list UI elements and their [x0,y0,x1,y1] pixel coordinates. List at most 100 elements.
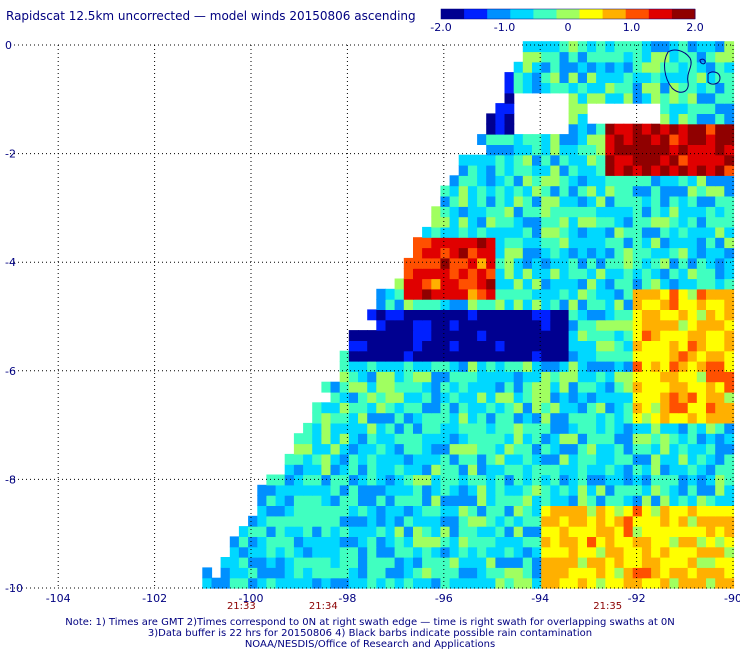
heatmap-cell [696,505,707,517]
heatmap-cell [513,319,524,331]
heatmap-cell [669,154,680,166]
heatmap-cell [568,402,579,414]
heatmap-cell [403,495,414,506]
heatmap-cell [477,340,487,352]
heatmap-cell [724,422,735,434]
heatmap-cell [651,92,661,104]
heatmap-cell [568,82,579,94]
heatmap-cell [559,216,570,228]
heatmap-cell [715,51,725,63]
heatmap-cell [605,185,616,197]
heatmap-cell [651,309,661,321]
heatmap-cell [257,505,268,517]
heatmap-cell [495,443,506,455]
heatmap-cell [467,226,478,238]
heatmap-cell [440,216,451,228]
heatmap-cell [541,412,551,424]
heatmap-cell [568,412,579,424]
heatmap-cell [605,154,616,166]
x-tick-label: -92 [628,592,646,605]
heatmap-cell [440,546,451,558]
heatmap-cell [577,474,588,486]
heatmap-cell [541,51,551,63]
heatmap-cell [568,299,579,310]
heatmap-cell [513,526,524,537]
heatmap-cell [440,453,451,465]
colorbar-tick-label: 1.0 [623,21,641,34]
heatmap-cell [348,515,359,527]
heatmap-cell [660,113,670,125]
heatmap-cell [614,526,625,537]
heatmap-cell [394,288,405,300]
heatmap-cell [403,392,414,403]
heatmap-cell [413,577,423,589]
heatmap-cell [541,402,551,414]
island-outline [664,49,692,93]
heatmap-cell [605,453,616,465]
heatmap-cell [660,443,670,455]
heatmap-cell [623,546,634,558]
heatmap-cell [559,402,570,414]
heatmap-cell [532,340,542,352]
heatmap-cell [376,299,387,310]
heatmap-cell [577,72,588,83]
heatmap-cell [596,464,606,476]
heatmap-cell [614,340,625,352]
heatmap-cell [651,72,661,83]
heatmap-cell [550,433,561,445]
heatmap-cell [321,577,332,589]
heatmap-cell [605,546,616,558]
heatmap-cell [394,515,405,527]
heatmap-cell [495,350,506,362]
heatmap-cell [477,154,487,166]
heatmap-cell [413,361,423,372]
heatmap-cell [413,526,423,537]
heatmap-cell [696,350,707,362]
heatmap-cell [376,505,387,517]
heatmap-cell [605,392,616,403]
heatmap-cell [422,557,432,568]
heatmap-cell [724,381,735,393]
heatmap-cell [495,103,506,114]
heatmap-cell [532,505,542,517]
heatmap-cell [724,247,735,259]
heatmap-cell [330,443,341,455]
colorbar-segment [510,9,534,19]
heatmap-cell [394,526,405,537]
heatmap-cell [413,453,423,465]
heatmap-cell [687,206,698,218]
heatmap-cell [596,257,606,269]
heatmap-cell [623,51,634,63]
heatmap-cell [715,175,725,187]
heatmap-cell [550,288,561,300]
heatmap-cell [550,226,561,238]
heatmap-cell [669,567,680,579]
heatmap-cell [532,196,542,207]
heatmap-cell [495,196,506,207]
heatmap-cell [458,330,469,341]
heatmap-cell [568,278,579,290]
heatmap-cell [641,226,652,238]
heatmap-cell [467,422,478,434]
heatmap-cell [522,175,533,187]
heatmap-cell [248,526,258,537]
heatmap-cell [641,495,652,506]
heatmap-cell [513,412,524,424]
heatmap-cell [587,484,597,496]
heatmap-cell [495,165,506,176]
heatmap-cell [284,505,295,517]
heatmap-cell [486,505,496,517]
heatmap-cell [623,226,634,238]
heatmap-cell [431,402,442,414]
heatmap-cell [513,433,524,445]
heatmap-cell [641,278,652,290]
heatmap-cell [660,144,670,156]
heatmap-cell [577,206,588,218]
heatmap-cell [724,237,735,249]
heatmap-cell [660,216,670,228]
heatmap-cell [715,309,725,321]
heatmap-cell [458,392,469,403]
heatmap-cell [660,330,670,341]
heatmap-cell [687,41,698,53]
heatmap-cell [458,474,469,486]
